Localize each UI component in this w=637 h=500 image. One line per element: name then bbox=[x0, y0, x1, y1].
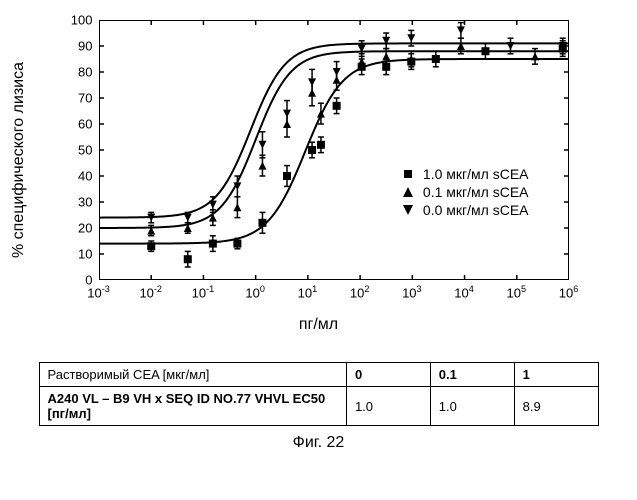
table-row: A240 VL – B9 VH x SEQ ID NO.77 VHVL EC50… bbox=[39, 387, 598, 426]
table-cell: 1.0 bbox=[346, 387, 430, 426]
legend-label: 0.1 мкг/мл sCEA bbox=[423, 184, 529, 200]
x-tick-label: 104 bbox=[454, 284, 474, 300]
page: % специфического лизиса 0102030405060708… bbox=[0, 0, 637, 500]
x-tick-label: 10-3 bbox=[87, 284, 110, 300]
table-row: Растворимый CEA [мкг/мл] 0 0.1 1 bbox=[39, 363, 598, 387]
chart-svg bbox=[99, 20, 569, 280]
table-cell: 0.1 bbox=[430, 363, 514, 387]
x-tick-label: 100 bbox=[245, 284, 265, 300]
y-tick-label: 60 bbox=[78, 117, 92, 132]
triangle-up-marker-icon bbox=[401, 185, 415, 199]
plot-area: 0102030405060708090100 10-310-210-110010… bbox=[99, 20, 569, 280]
y-tick-label: 70 bbox=[78, 91, 92, 106]
table-cell: 8.9 bbox=[514, 387, 598, 426]
table-cell: 0 bbox=[346, 363, 430, 387]
y-tick-label: 10 bbox=[78, 247, 92, 262]
y-tick-label: 90 bbox=[78, 39, 92, 54]
figure-caption: Фиг. 22 bbox=[20, 434, 617, 452]
table-cell: Растворимый CEA [мкг/мл] bbox=[39, 363, 346, 387]
legend-label: 0.0 мкг/мл sCEA bbox=[423, 202, 529, 218]
table-cell: 1.0 bbox=[430, 387, 514, 426]
y-tick-label: 30 bbox=[78, 195, 92, 210]
x-tick-label: 10-2 bbox=[139, 284, 162, 300]
legend-item: 0.0 мкг/мл sCEA bbox=[401, 202, 529, 218]
triangle-down-marker-icon bbox=[401, 203, 415, 217]
square-marker-icon bbox=[401, 167, 415, 181]
x-tick-label: 106 bbox=[559, 284, 579, 300]
x-axis-label: пг/мл bbox=[20, 316, 617, 334]
data-table: Растворимый CEA [мкг/мл] 0 0.1 1 A240 VL… bbox=[39, 362, 599, 426]
y-tick-label: 80 bbox=[78, 65, 92, 80]
y-tick-label: 50 bbox=[78, 143, 92, 158]
table-cell: A240 VL – B9 VH x SEQ ID NO.77 VHVL EC50… bbox=[39, 387, 346, 426]
legend-item: 0.1 мкг/мл sCEA bbox=[401, 184, 529, 200]
chart-area: % специфического лизиса 0102030405060708… bbox=[39, 10, 599, 310]
x-tick-label: 101 bbox=[298, 284, 318, 300]
y-tick-label: 40 bbox=[78, 169, 92, 184]
y-tick-label: 100 bbox=[71, 13, 93, 28]
x-tick-label: 102 bbox=[350, 284, 370, 300]
legend-item: 1.0 мкг/мл sCEA bbox=[401, 166, 529, 182]
x-tick-label: 10-1 bbox=[192, 284, 215, 300]
x-tick-label: 105 bbox=[507, 284, 527, 300]
y-tick-label: 20 bbox=[78, 221, 92, 236]
legend: 1.0 мкг/мл sCEA 0.1 мкг/мл sCEA 0.0 мкг/… bbox=[401, 164, 529, 220]
y-axis-label: % специфического лизиса bbox=[10, 62, 28, 258]
legend-label: 1.0 мкг/мл sCEA bbox=[423, 166, 529, 182]
table-cell: 1 bbox=[514, 363, 598, 387]
x-tick-label: 103 bbox=[402, 284, 422, 300]
ec50-table: Растворимый CEA [мкг/мл] 0 0.1 1 A240 VL… bbox=[39, 362, 599, 426]
